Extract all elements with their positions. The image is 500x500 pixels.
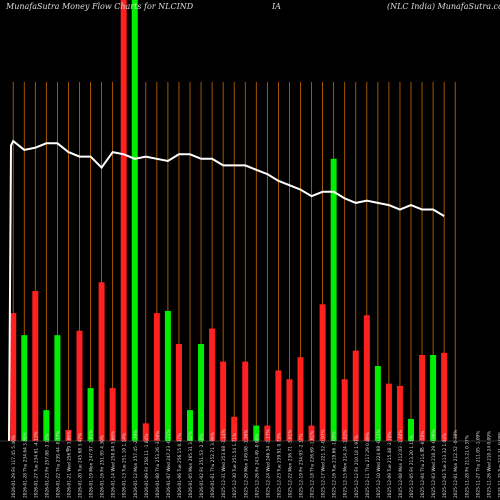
x-tick-label: 2025-12-08 Mon 212.03 -1.48% bbox=[398, 430, 404, 498]
money-flow-bar bbox=[10, 313, 17, 441]
money-flow-bar bbox=[76, 330, 83, 441]
money-flow-bar bbox=[441, 352, 448, 441]
money-flow-bar bbox=[319, 304, 326, 441]
chart-title-mid: IA bbox=[271, 2, 281, 11]
money-flow-bar bbox=[385, 383, 392, 441]
x-tick-label: 2025-12-04 Thu 214.35 -0.59% bbox=[420, 431, 426, 498]
x-tick-label: 2025-12-01 Mon 212.52 -0.38% bbox=[453, 430, 459, 498]
money-flow-bar bbox=[363, 315, 370, 441]
chart-title-right: (NLC India) MunafaSutra.com bbox=[387, 2, 500, 11]
chart-title-left: MunafaSutra Money Flow Charts for NLCIND bbox=[5, 2, 194, 11]
money-flow-bar bbox=[131, 0, 138, 441]
money-flow-line bbox=[8, 139, 445, 442]
x-tick-label: 2025-12-02 Tue 213.32 1.04% bbox=[442, 433, 448, 498]
x-tick-label: 2026-01-12 Mon 257.45 -2.79% bbox=[133, 430, 139, 498]
x-tick-label: 2026-01-21 Wed 256.19 3.86% bbox=[67, 431, 73, 498]
money-flow-bar bbox=[374, 366, 381, 441]
money-flow-bar bbox=[43, 410, 50, 441]
x-tick-label: 2026-01-02 Fri 251.53 -2.35% bbox=[199, 434, 205, 498]
x-tick-label: 2025-11-25 Tue 213.21 -0.98% bbox=[497, 431, 500, 498]
money-flow-bar bbox=[175, 343, 182, 441]
money-flow-bar bbox=[164, 310, 171, 441]
money-flow-bar bbox=[198, 343, 205, 441]
money-flow-bar bbox=[120, 0, 127, 441]
money-flow-bar bbox=[54, 335, 61, 441]
x-tick-label: 2026-01-22 Thu 239.44 -0.77% bbox=[55, 431, 61, 498]
x-tick-label: 2025-12-10 Wed 224.98 -0.12% bbox=[376, 429, 382, 498]
money-flow-bar bbox=[220, 361, 227, 441]
money-flow-bar bbox=[264, 425, 271, 441]
x-tick-label: 2026-01-28 Thu 234.64 3.89% bbox=[22, 432, 28, 498]
money-flow-bar bbox=[253, 425, 260, 441]
x-tick-label: 2025-12-22 Mon 236.71 -3.61% bbox=[287, 430, 293, 498]
money-flow-bar bbox=[430, 355, 437, 441]
money-flow-bar bbox=[341, 379, 348, 441]
x-tick-label: 2025-12-23 Tue 239.91 0.73% bbox=[276, 433, 282, 498]
x-tick-label: 2025-11-26 Wed 210.24 0.09% bbox=[486, 431, 492, 498]
money-flow-bar bbox=[330, 158, 337, 441]
x-tick-label: 2025-12-29 Mon 249.08 -1.36% bbox=[243, 430, 249, 498]
money-flow-bar bbox=[209, 328, 216, 441]
x-tick-label: 2025-12-18 Thu 226.69 -1.61% bbox=[310, 431, 316, 498]
zero-label-left: 0 bbox=[66, 448, 69, 454]
x-tick-label: 2025-12-19 Fri 234.93 -2.17% bbox=[299, 434, 305, 498]
money-flow-bar bbox=[231, 416, 238, 441]
money-flow-bar bbox=[352, 350, 359, 441]
money-flow-bar bbox=[98, 282, 105, 441]
x-tick-label: 2025-12-26 Fri 243.49 -0.90% bbox=[254, 434, 260, 498]
x-tick-label: 2026-01-16 Fri 251.95 4.30% bbox=[100, 435, 106, 498]
x-tick-label: 2025-12-12 Fri 210.18 1.97% bbox=[354, 435, 360, 498]
x-axis-labels: 2026-01-29 Fri 117.45 5.40% 2026-01-28 Th… bbox=[11, 429, 500, 498]
x-tick-label: 2026-01-20 Tue 245.68 3.47% bbox=[78, 433, 84, 498]
x-tick-label: 2026-01-23 Fri 257.88 -3.12% bbox=[44, 434, 50, 498]
x-tick-label: 2025-12-30 Tue 251.54 1.71% bbox=[232, 433, 238, 498]
x-tick-label: 2026-01-07 Wed 247.23 -0.22% bbox=[166, 429, 172, 498]
x-tick-label: 2025-12-15 Mon 214.24 -1.02% bbox=[343, 430, 349, 498]
x-tick-label: 2025-11-27 Thu 211.05 -1.09% bbox=[475, 431, 481, 498]
x-tick-label: 2025-12-17 Wed 221.52 -0.97% bbox=[321, 429, 327, 498]
money-flow-bars bbox=[10, 0, 448, 442]
x-tick-label: 2025-11-28 Fri 213.21 0.37% bbox=[464, 435, 470, 498]
money-flow-bar bbox=[286, 379, 293, 441]
money-flow-bar bbox=[297, 357, 304, 441]
money-flow-bar bbox=[65, 429, 72, 441]
x-tick-label: 2025-12-11 Thu 217.29 0.89% bbox=[365, 432, 371, 498]
money-flow-bar bbox=[109, 388, 116, 441]
x-tick-label: 2026-01-29 Fri 117.45 5.40% bbox=[11, 435, 17, 498]
x-tick-label: 2025-12-16 Tue 219.66 -1.05% bbox=[332, 431, 338, 498]
money-flow-bar bbox=[87, 388, 94, 441]
money-flow-bar bbox=[32, 291, 39, 441]
money-flow-bar bbox=[153, 313, 160, 441]
money-flow-bar bbox=[408, 418, 414, 441]
money-flow-bar bbox=[275, 370, 282, 441]
x-tick-label: 2025-12-31 Wed 253.68 -1.14% bbox=[221, 429, 227, 498]
zero-label-right: 0 bbox=[420, 448, 423, 454]
x-tick-label: 2026-01-06 Tue 256.15 0.37% bbox=[177, 433, 183, 498]
x-tick-label: 2026-01-19 Mon 247.97 -1.81% bbox=[89, 430, 95, 498]
money-flow-bar bbox=[242, 361, 249, 441]
x-tick-label: 2026-01-08 Thu 253.26 -3.59% bbox=[155, 431, 161, 498]
x-tick-label: 2025-12-03 Wed 210.29 -0.99% bbox=[431, 429, 437, 498]
x-tick-label: 2026-01-13 Tue 251.10 1.14% bbox=[122, 433, 128, 498]
x-tick-label: 2025-12-24 Wed 246.54 -2.17% bbox=[265, 429, 271, 498]
money-flow-bar bbox=[308, 425, 315, 441]
x-tick-label: 2026-01-27 Tue 234.61 -4.12% bbox=[33, 431, 39, 498]
money-flow-bar bbox=[419, 355, 426, 441]
x-tick-label: 2025-12-05 Fri 213.20 1.15% bbox=[409, 435, 415, 498]
money-flow-bar bbox=[142, 423, 149, 441]
money-flow-bar bbox=[187, 410, 193, 441]
x-tick-label: 2026-01-14 Wed 258.04 3.66% bbox=[111, 431, 117, 498]
x-tick-label: 2025-12-09 Tue 215.48 -2.78% bbox=[387, 431, 393, 498]
money-flow-bar bbox=[396, 385, 403, 442]
x-tick-label: 2026-01-05 Mon 265.31 3.82% bbox=[188, 431, 194, 498]
x-tick-label: 2026-01-01 Thu 252.71 3.99% bbox=[210, 432, 216, 498]
x-tick-label: 2026-01-09 Fri 258.11 -1.84% bbox=[144, 434, 150, 498]
money-flow-bar bbox=[21, 335, 28, 441]
